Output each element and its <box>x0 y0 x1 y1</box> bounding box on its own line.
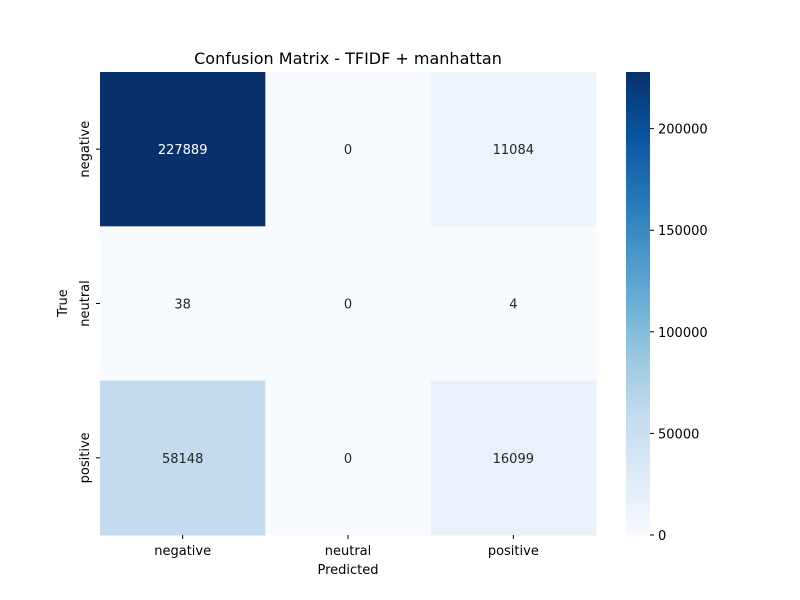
heatmap-cell-negative-positive <box>430 72 597 227</box>
x-tick-label: neutral <box>325 544 372 559</box>
heatmap-cell-negative-neutral <box>265 72 432 227</box>
heatmap-cell-positive-neutral <box>265 380 432 536</box>
y-tick-label: negative <box>78 121 93 178</box>
heatmap-cells <box>100 72 597 536</box>
heatmap-cell-neutral-positive <box>430 226 597 382</box>
y-tick-label: neutral <box>78 280 93 327</box>
heatmap-cell-neutral-negative <box>100 226 266 382</box>
x-axis: negative neutral positive <box>154 535 539 559</box>
y-axis-label: True <box>56 289 71 318</box>
cell-value-label: 11084 <box>493 143 534 158</box>
colorbar-tick-label: 0 <box>658 529 666 544</box>
chart-title: Confusion Matrix - TFIDF + manhattan <box>194 49 502 68</box>
cell-value-label: 4 <box>509 298 517 313</box>
colorbar-ticks: 0 50000 100000 150000 200000 <box>650 123 708 544</box>
y-tick-label: positive <box>78 432 93 483</box>
x-axis-label: Predicted <box>317 563 378 578</box>
y-axis: negative neutral positive <box>78 121 100 483</box>
x-tick-label: negative <box>154 544 211 559</box>
cell-value-label: 0 <box>344 143 352 158</box>
colorbar-tick-label: 200000 <box>658 123 708 138</box>
heatmap-cell-positive-positive <box>430 380 597 536</box>
cell-value-label: 227889 <box>158 143 208 158</box>
heatmap-cell-neutral-neutral <box>265 226 432 382</box>
cell-value-label: 16099 <box>493 452 534 467</box>
heatmap-cell-positive-negative <box>100 380 266 536</box>
heatmap-cell-negative-negative <box>100 72 266 227</box>
colorbar-tick-label: 50000 <box>658 427 699 442</box>
colorbar-tick-label: 100000 <box>658 326 708 341</box>
colorbar <box>626 72 650 535</box>
cell-value-label: 38 <box>174 298 191 313</box>
x-tick-label: positive <box>488 544 539 559</box>
cell-value-label: 0 <box>344 298 352 313</box>
colorbar-tick-label: 150000 <box>658 224 708 239</box>
cell-value-label: 58148 <box>162 452 203 467</box>
cell-value-label: 0 <box>344 452 352 467</box>
heatmap-cell-labels: 227889 0 11084 38 0 4 58148 0 16099 <box>158 143 534 467</box>
